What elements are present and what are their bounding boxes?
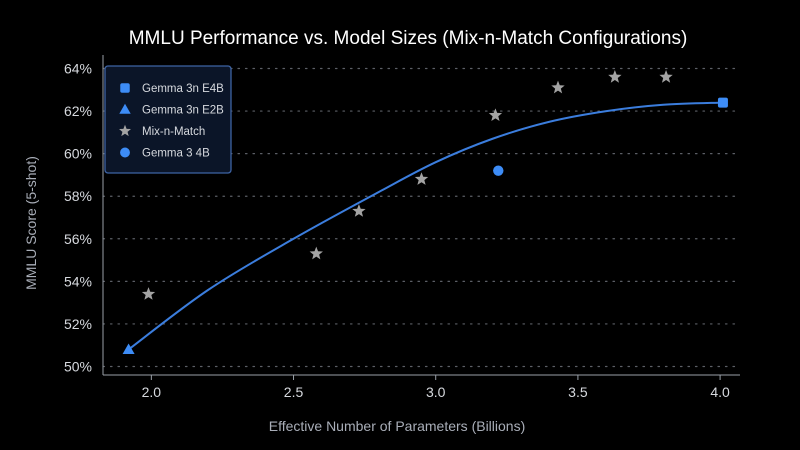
legend-label-gemma-3-4b: Gemma 3 4B (142, 148, 210, 160)
x-axis-label: Effective Number of Parameters (Billions… (269, 418, 526, 434)
point-mix-n-match (352, 204, 366, 217)
y-tick-label: 54% (64, 273, 92, 289)
legend-marker-gemma-3n-e4b (120, 83, 130, 93)
x-tick-label: 2.5 (284, 384, 304, 400)
legend-label-gemma-3n-e4b: Gemma 3n E4B (142, 83, 224, 95)
x-tick-label: 2.0 (142, 384, 162, 400)
point-mix-n-match (141, 287, 156, 300)
y-tick-label: 62% (64, 103, 92, 119)
legend: Gemma 3n E4B Gemma 3n E2B Mix-n-Match Gemma… (104, 65, 232, 174)
x-tick-label: 3.5 (568, 384, 588, 400)
y-tick-label: 64% (64, 61, 92, 77)
legend-marker-mix-n-match (119, 124, 131, 137)
point-gemma-3n-e4b (717, 97, 728, 108)
y-tick-label: 50% (64, 358, 92, 374)
legend-label-gemma-3n-e2b: Gemma 3n E2B (142, 105, 224, 117)
legend-marker-gemma-3n-e2b (119, 103, 131, 114)
point-gemma-3-4b (493, 165, 504, 176)
point-gemma-3n-e2b (122, 343, 135, 354)
point-mix-n-match (659, 70, 673, 83)
axes (102, 55, 740, 380)
legend-label-mix-n-match: Mix-n-Match (142, 126, 205, 138)
point-mix-n-match (414, 172, 429, 185)
data-points (122, 70, 728, 354)
y-axis-label: MMLU Score (5-shot) (23, 156, 39, 290)
point-mix-n-match (309, 246, 323, 260)
y-tick-label: 56% (64, 231, 92, 247)
y-tick-label: 52% (64, 316, 92, 332)
point-mix-n-match (488, 108, 503, 121)
point-mix-n-match (551, 80, 565, 94)
tick-labels: 50% 52% 54% 56% 58% 60% 62% 64% 2.0 2.5 3.0 3.5 4.0 (64, 61, 730, 400)
y-tick-label: 60% (64, 146, 92, 162)
y-tick-label: 58% (64, 188, 92, 204)
x-tick-label: 3.0 (426, 384, 446, 400)
trend-line-group (127, 101, 723, 351)
chart-title: MMLU Performance vs. Model Sizes (Mix-n-… (129, 28, 688, 49)
legend-marker-gemma-3-4b (120, 147, 130, 158)
x-tick-label: 4.0 (710, 384, 730, 400)
trend-line (127, 101, 723, 351)
point-mix-n-match (608, 70, 622, 83)
legend-box (104, 65, 232, 174)
